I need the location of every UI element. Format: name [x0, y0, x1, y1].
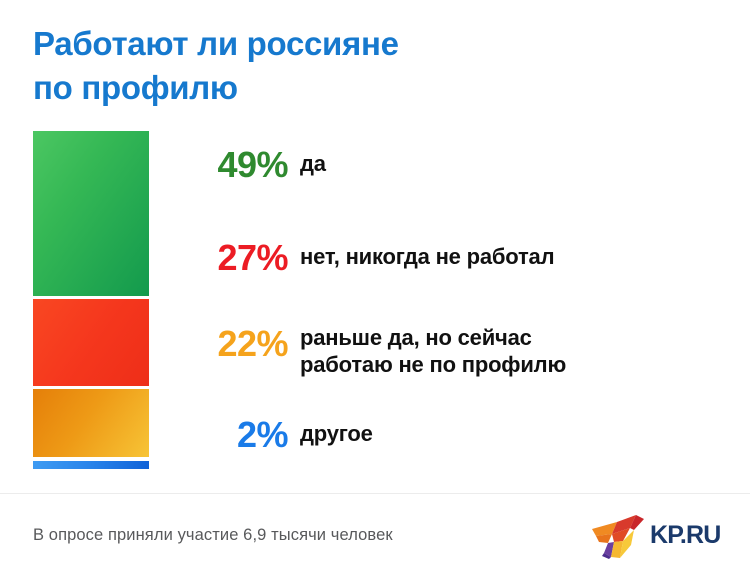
bar-segment-other [33, 461, 149, 469]
page-title: Работают ли россияне по профилю [33, 25, 399, 106]
kp-ru-logo[interactable]: KP.RU [590, 511, 721, 561]
legend-label-never-worked: нет, никогда не работал [300, 244, 555, 269]
bar-segment-yes [33, 131, 149, 296]
legend-percent-never-worked: 27% [217, 237, 288, 278]
legend-label-previously-yes: раньше да, но сейчас работаю не по профи… [300, 325, 567, 377]
footer-divider [0, 493, 750, 494]
bar-segment-previously-yes [33, 389, 149, 457]
survey-sample-note: В опросе приняли участие 6,9 тысячи чело… [33, 526, 393, 544]
legend-item-previously-yes: 22% раньше да, но сейчас работаю не по п… [170, 319, 730, 405]
bar-segment-never-worked [33, 299, 149, 386]
stacked-bar-chart [33, 131, 149, 469]
chart-legend: 49% да 27% нет, никогда не работал 22% р… [170, 131, 730, 496]
legend-label-yes: да [300, 151, 326, 176]
legend-label-other: другое [300, 421, 373, 446]
legend-percent-previously-yes: 22% [217, 323, 288, 364]
logo-wordmark: KP.RU [650, 520, 721, 549]
swallow-bird-icon [590, 512, 648, 560]
legend-percent-yes: 49% [217, 144, 288, 185]
legend-item-yes: 49% да [170, 131, 730, 226]
legend-item-other: 2% другое [170, 405, 730, 496]
legend-item-never-worked: 27% нет, никогда не работал [170, 226, 730, 319]
legend-percent-other: 2% [236, 414, 289, 455]
